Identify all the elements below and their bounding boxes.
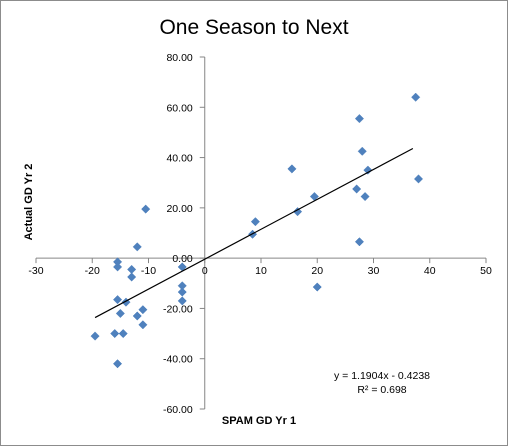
x-tick-label: 40 [424,265,436,277]
data-point [113,262,123,272]
data-point [118,329,128,339]
data-point [177,296,187,306]
data-point [293,207,303,217]
y-tick-label: -20.00 [163,303,193,315]
data-point [138,320,148,330]
data-point [411,92,421,102]
x-tick-label: 0 [202,265,208,277]
x-axis-title: SPAM GD Yr 1 [222,415,296,427]
y-tick-label: 80.00 [166,52,192,64]
data-point [250,217,260,227]
data-point [360,191,370,202]
data-point [127,272,137,282]
data-point [90,331,100,341]
x-tick-label: -10 [141,265,156,277]
data-point [141,204,151,214]
y-tick-label: 40.00 [166,153,192,165]
data-point [287,164,297,174]
data-point [132,311,142,321]
data-point [363,165,373,175]
x-tick-label: -20 [85,265,100,277]
data-point [113,295,123,305]
y-tick-label: 0.00 [172,253,193,265]
data-point [115,308,125,319]
y-tick-label: 60.00 [166,102,192,114]
data-point [312,282,322,292]
x-tick-label: 30 [368,265,380,277]
chart-title: One Season to Next [159,16,348,39]
trendline-r-squared: R² = 0.698 [357,384,406,396]
data-point [354,114,364,124]
x-tick-label: 50 [480,265,492,277]
data-point [132,242,142,252]
data-point [354,237,364,247]
trendline-equation: y = 1.1904x - 0.4238 [334,370,430,382]
y-axis-ticks: 80.00 60.00 40.00 20.00 0.00 -20.00 -40.00 -60.… [163,52,205,416]
data-point [357,146,367,156]
y-tick-label: -40.00 [163,354,193,366]
x-tick-label: 10 [255,265,267,277]
x-axis-ticks: -30 -20 -10 0 10 20 30 40 50 [28,258,492,277]
data-points [90,92,424,369]
x-tick-label: 20 [311,265,323,277]
data-point [113,359,123,369]
y-tick-label: -60.00 [163,404,193,416]
data-point [127,264,137,275]
x-tick-label: -30 [28,265,43,277]
data-point [177,287,187,297]
data-point [352,184,362,194]
y-axis-title: Actual GD Yr 2 [23,164,35,241]
data-point [138,305,148,315]
y-tick-label: 20.00 [166,203,192,215]
data-point [110,329,120,339]
data-point [413,174,424,184]
plot-area: -30 -20 -10 0 10 20 30 40 50 80.00 60.00 40.00 20.0… [28,52,492,416]
trendline [94,147,414,319]
